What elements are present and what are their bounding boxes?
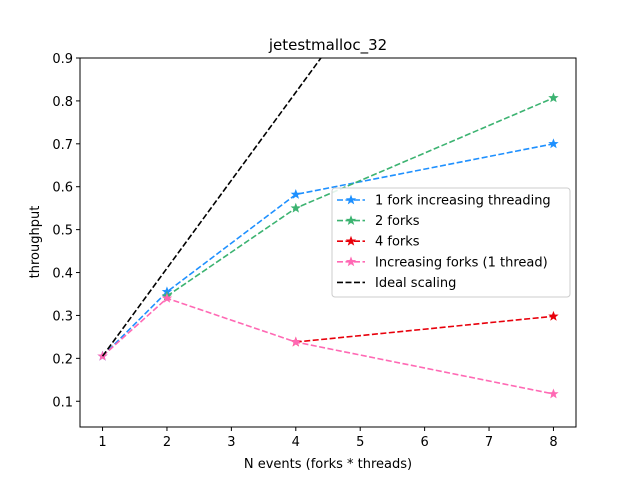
x-tick-label: 8	[549, 435, 557, 450]
legend-box	[331, 187, 571, 298]
series-layer	[97, 58, 559, 399]
legend-marker	[345, 194, 357, 205]
legend-marker	[345, 256, 357, 267]
y-axis-label: throughput	[28, 206, 43, 279]
data-point	[548, 388, 559, 399]
y-axis: 0.1 0.2 0.3 0.4 0.5 0.6 0.7 0.8 0.9	[52, 52, 80, 410]
legend-label: Ideal scaling	[375, 276, 456, 291]
series-3	[97, 292, 559, 399]
x-tick-label: 3	[227, 435, 235, 450]
data-point	[161, 292, 173, 303]
data-point	[548, 92, 559, 103]
y-tick-label: 0.5	[52, 224, 73, 239]
series-line	[101, 143, 554, 357]
y-tick-label: 0.8	[52, 95, 73, 110]
legend: 1 fork increasing threading 2 forks 4 fork…	[331, 187, 571, 298]
plot-frame	[79, 57, 577, 428]
x-tick-label: 7	[485, 435, 493, 450]
data-point	[548, 310, 559, 321]
x-axis-label: N events (forks * threads)	[244, 457, 412, 472]
series-line	[295, 315, 554, 343]
legend-label: 1 fork increasing threading	[375, 194, 551, 209]
legend-item: 1 fork increasing threading	[337, 194, 551, 209]
series-2	[290, 310, 559, 347]
x-tick-label: 2	[163, 435, 171, 450]
data-point	[548, 138, 559, 149]
y-tick-label: 0.9	[52, 52, 73, 67]
legend-label: Increasing forks (1 thread)	[375, 255, 548, 270]
data-point	[290, 188, 301, 199]
series-line	[101, 58, 322, 357]
x-tick-label: 5	[356, 435, 364, 450]
x-axis: 1 2 3 4 5 6 7 8	[98, 427, 558, 450]
legend-marker	[345, 235, 357, 246]
chart-title: jetestmalloc_32	[268, 36, 387, 55]
legend-label: 2 forks	[375, 214, 420, 229]
y-tick-label: 0.1	[52, 395, 73, 410]
legend-item: 4 forks	[337, 235, 420, 250]
legend-marker	[345, 215, 357, 226]
data-point	[290, 336, 301, 347]
x-tick-label: 4	[292, 435, 300, 450]
data-point	[290, 202, 301, 213]
y-tick-label: 0.3	[52, 309, 73, 324]
legend-item: Ideal scaling	[337, 276, 456, 291]
y-tick-label: 0.4	[52, 267, 73, 282]
series-4	[101, 58, 322, 357]
y-tick-label: 0.2	[52, 352, 73, 367]
x-tick-label: 1	[98, 435, 106, 450]
y-tick-label: 0.7	[52, 138, 73, 153]
x-tick-label: 6	[420, 435, 428, 450]
series-line	[102, 297, 554, 395]
legend-item: Increasing forks (1 thread)	[337, 255, 548, 270]
legend-item: 2 forks	[337, 214, 420, 229]
legend-label: 4 forks	[375, 235, 420, 250]
y-tick-label: 0.6	[52, 181, 73, 196]
